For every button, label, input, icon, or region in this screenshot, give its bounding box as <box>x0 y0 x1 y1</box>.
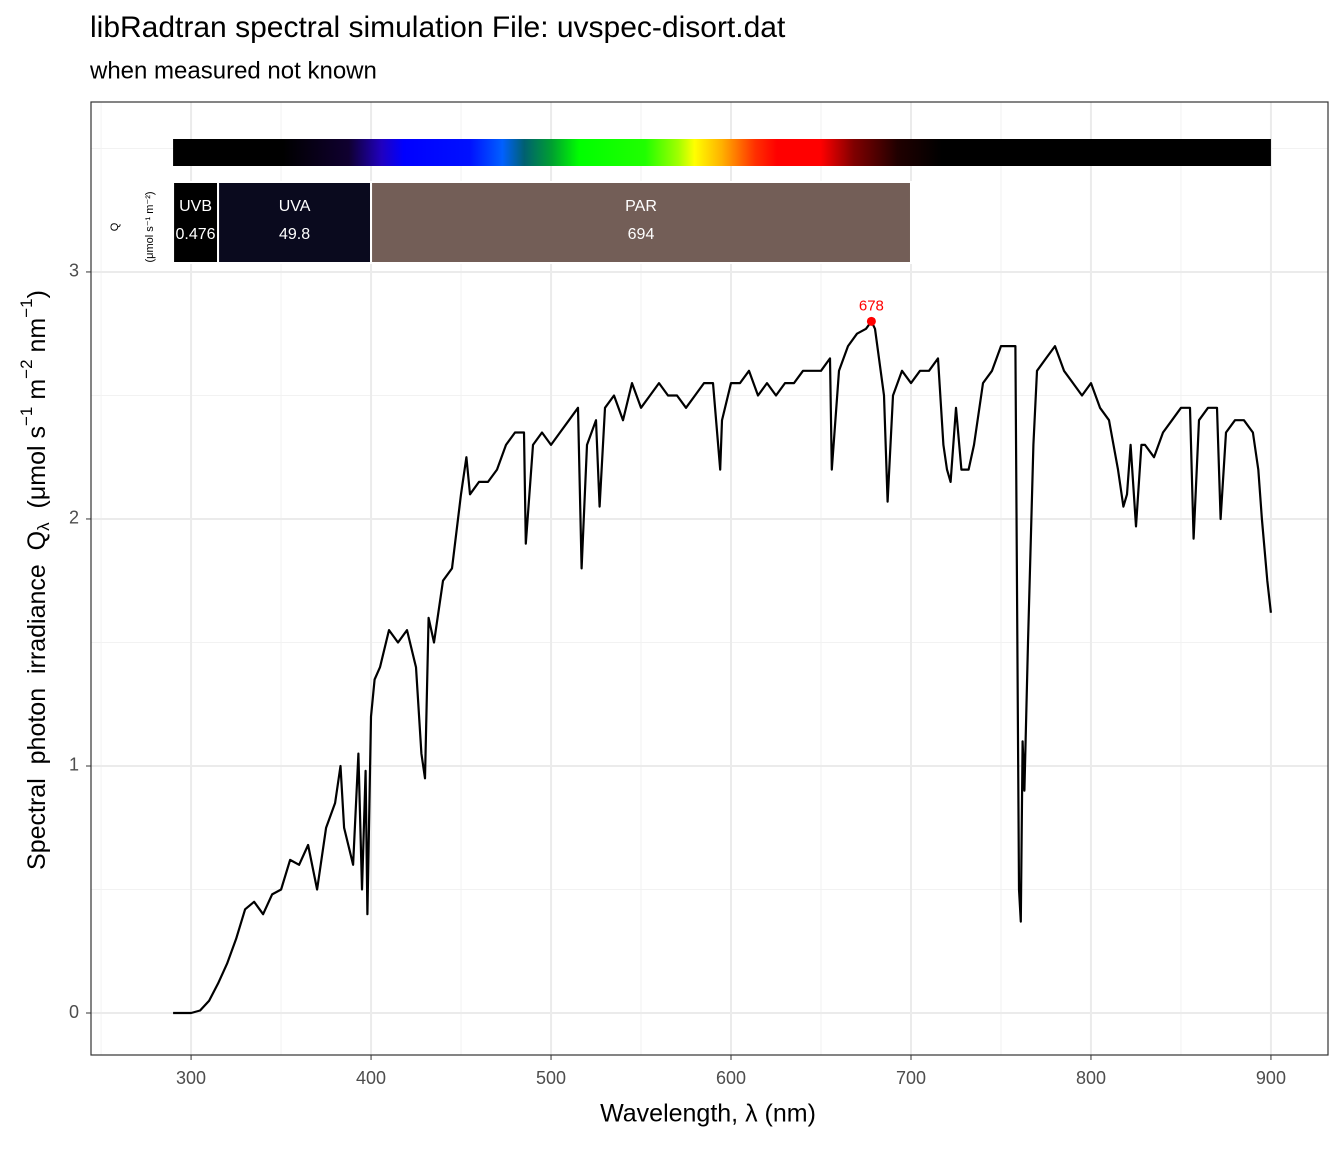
x-tick-label: 700 <box>896 1068 926 1088</box>
x-axis-label: Wavelength, λ (nm) <box>600 1100 816 1128</box>
y-label-part: (μmol s <box>23 426 51 522</box>
band-name: UVB <box>179 198 212 215</box>
y-label-part: −2 <box>17 359 36 378</box>
band-box <box>370 181 912 264</box>
y-label-part: ) <box>23 290 51 298</box>
peak-label: 678 <box>859 297 884 314</box>
y-label-part: Spectral photon irradiance Q <box>23 531 51 870</box>
spectrum-line <box>173 320 1272 1015</box>
y-tick-label: 1 <box>69 755 79 775</box>
y-label-part: λ <box>34 522 53 531</box>
y-tick-label: 3 <box>69 261 79 281</box>
x-tick-label: 600 <box>716 1068 746 1088</box>
band-value: 0.476 <box>176 226 216 243</box>
y-label-part: nm <box>23 318 51 360</box>
band-name: UVA <box>279 198 311 215</box>
peak-point <box>866 316 876 326</box>
y-tick-label: 0 <box>69 1002 79 1022</box>
band-box <box>217 181 373 264</box>
x-tick-label: 800 <box>1076 1068 1106 1088</box>
band-name: PAR <box>625 198 657 215</box>
x-tick-label: 400 <box>356 1068 386 1088</box>
y-label-part: −1 <box>17 298 36 317</box>
chart-subtitle: when measured not known <box>89 57 377 84</box>
band-axis-label: (μmol s⁻¹ m⁻²) <box>144 191 156 262</box>
y-axis-label: Spectral photon irradiance Qλ (μmol s−1 … <box>17 290 53 870</box>
chart-title: libRadtran spectral simulation File: uvs… <box>90 11 786 44</box>
x-tick-label: 900 <box>1256 1068 1286 1088</box>
y-tick-label: 2 <box>69 508 79 528</box>
x-tick-label: 500 <box>536 1068 566 1088</box>
band-value: 49.8 <box>279 226 310 243</box>
band-axis-label: Q <box>109 222 121 231</box>
spectrum-bar <box>173 139 1271 166</box>
y-label-part: −1 <box>17 407 36 426</box>
band-box <box>172 181 220 264</box>
panel-border <box>90 101 1329 1056</box>
band-value: 694 <box>628 226 655 243</box>
y-label-part: m <box>23 379 51 407</box>
x-tick-label: 300 <box>176 1068 206 1088</box>
